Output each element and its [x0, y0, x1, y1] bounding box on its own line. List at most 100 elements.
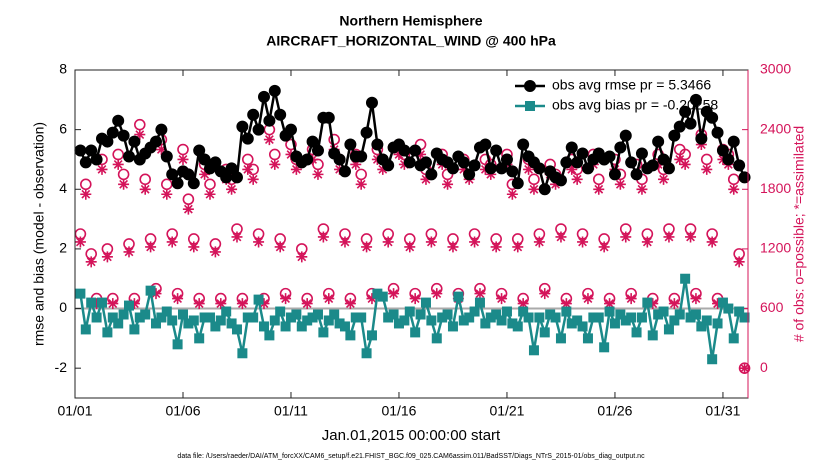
marker — [85, 144, 98, 157]
marker — [306, 135, 319, 148]
marker — [101, 251, 113, 263]
marker — [566, 163, 578, 175]
marker — [156, 312, 167, 323]
marker — [733, 159, 746, 172]
legend-label: obs avg rmse pr = 5.3466 — [552, 77, 711, 93]
marker — [404, 241, 416, 253]
marker — [323, 315, 334, 326]
marker — [506, 188, 518, 200]
marker — [150, 318, 161, 329]
marker — [658, 173, 670, 185]
marker — [517, 138, 530, 151]
chart-title: Northern Hemisphere — [339, 13, 482, 29]
marker — [484, 162, 497, 175]
marker — [706, 236, 718, 248]
marker — [399, 315, 410, 326]
marker — [696, 321, 707, 332]
marker — [79, 156, 92, 169]
y2-tick-label: 600 — [760, 299, 784, 315]
marker — [225, 162, 238, 175]
marker — [241, 132, 254, 145]
marker — [339, 236, 351, 248]
marker — [662, 162, 675, 175]
y-axis-label: rmse and bias (model - observation) — [31, 122, 47, 346]
marker — [388, 288, 400, 300]
marker — [608, 168, 621, 181]
marker — [706, 111, 719, 124]
marker — [419, 156, 432, 169]
legend-marker — [525, 101, 535, 111]
marker — [426, 315, 437, 326]
marker — [377, 291, 388, 302]
marker — [344, 298, 356, 310]
y-tick-label: 2 — [59, 240, 67, 256]
marker — [291, 309, 302, 320]
marker — [565, 141, 578, 154]
marker — [258, 321, 269, 332]
marker — [323, 293, 335, 305]
marker — [106, 126, 119, 139]
marker — [91, 298, 103, 310]
marker — [188, 315, 199, 326]
marker — [679, 105, 692, 118]
marker — [172, 339, 183, 350]
marker — [269, 315, 280, 326]
marker — [490, 241, 502, 253]
marker — [112, 158, 124, 170]
marker — [727, 135, 740, 148]
marker — [728, 183, 740, 195]
marker — [576, 147, 589, 160]
y2-tick-label: 0 — [760, 359, 768, 375]
marker — [161, 188, 173, 200]
marker — [630, 168, 643, 181]
marker — [723, 303, 734, 314]
marker — [134, 129, 146, 141]
marker — [257, 90, 270, 103]
marker — [123, 300, 134, 311]
marker — [312, 168, 324, 180]
marker — [690, 293, 702, 305]
marker — [668, 129, 681, 142]
y2-axis-label: # of obs: o=possible; *=assimilated — [791, 126, 807, 342]
marker — [177, 309, 188, 320]
marker — [231, 324, 242, 335]
marker — [398, 144, 411, 157]
marker — [155, 123, 168, 136]
marker — [490, 144, 503, 157]
marker — [140, 309, 151, 320]
marker — [194, 333, 205, 344]
marker — [356, 312, 367, 323]
marker — [517, 298, 529, 310]
marker — [728, 333, 739, 344]
marker — [258, 298, 270, 310]
marker — [431, 333, 442, 344]
marker — [360, 126, 373, 139]
marker — [274, 108, 287, 121]
y-tick-label: 0 — [59, 299, 67, 315]
marker — [674, 309, 685, 320]
marker — [539, 288, 551, 300]
marker — [538, 183, 551, 196]
marker — [636, 312, 647, 323]
marker — [166, 236, 178, 248]
marker — [711, 126, 724, 139]
marker — [560, 156, 573, 169]
marker — [236, 298, 248, 310]
marker — [581, 162, 594, 175]
marker — [90, 153, 103, 166]
marker — [269, 158, 281, 170]
marker — [139, 183, 151, 195]
marker — [160, 150, 173, 163]
marker — [647, 298, 659, 310]
marker — [577, 321, 588, 332]
marker — [198, 153, 211, 166]
marker — [409, 293, 421, 305]
marker — [636, 183, 648, 195]
marker — [382, 159, 395, 172]
marker — [523, 163, 535, 175]
marker — [625, 293, 637, 305]
marker — [85, 256, 97, 268]
marker — [599, 342, 610, 353]
marker — [274, 241, 286, 253]
